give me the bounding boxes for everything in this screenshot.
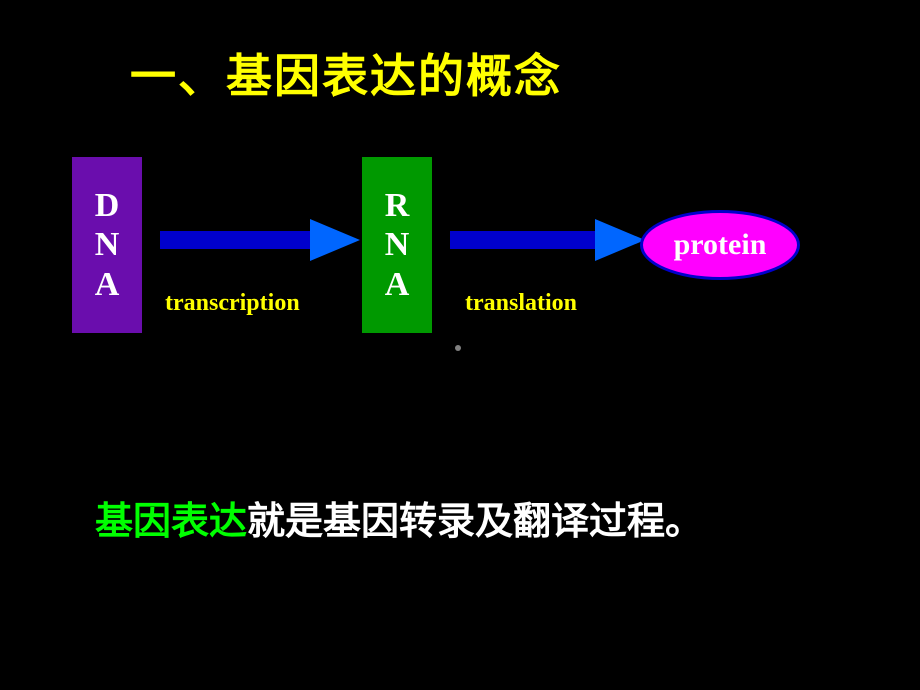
translation-arrow: [450, 215, 650, 265]
decorative-dot: [455, 345, 461, 351]
protein-ellipse: protein: [640, 210, 800, 280]
dna-box: DNA: [70, 155, 144, 335]
transcription-label: transcription: [165, 290, 300, 317]
slide: 一、基因表达的概念 DNA transcription RNA translat…: [0, 0, 920, 690]
sentence-highlight: 基因表达: [95, 501, 247, 543]
transcription-arrow: [160, 215, 365, 265]
definition-sentence: 基因表达就是基因转录及翻译过程。: [95, 490, 703, 545]
rna-box: RNA: [360, 155, 434, 335]
slide-title: 一、基因表达的概念: [130, 40, 562, 106]
translation-label: translation: [465, 290, 577, 317]
protein-label: protein: [674, 228, 767, 262]
dna-label: DNA: [95, 186, 120, 303]
rna-label: RNA: [385, 186, 410, 303]
sentence-rest: 就是基因转录及翻译过程。: [247, 501, 703, 543]
